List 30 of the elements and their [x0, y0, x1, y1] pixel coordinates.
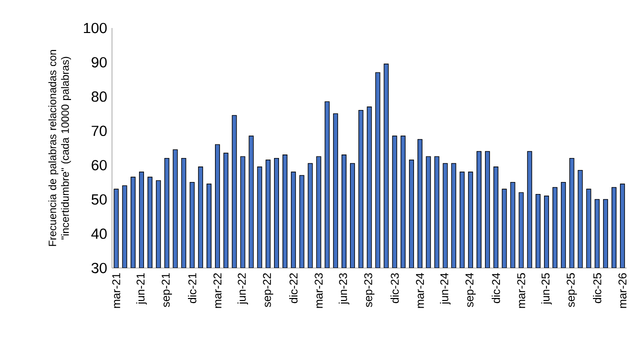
x-tick-label: mar-22: [213, 273, 222, 308]
y-tick-label: 30: [92, 262, 107, 274]
x-tick-label: mar-23: [314, 273, 323, 308]
x-tick-label: dic-23: [390, 273, 399, 304]
y-tick-label: 70: [92, 126, 107, 136]
x-tick-label: sep-21: [162, 273, 172, 308]
x-tick-label: dic-22: [289, 273, 298, 304]
y-tick-label: 100: [84, 22, 107, 34]
y-tick-label: 90: [92, 57, 107, 68]
x-tick-label: dic-21: [188, 273, 196, 304]
x-tick-label: sep-25: [566, 273, 577, 308]
x-tick-label: mar-25: [517, 273, 526, 308]
x-tick-label: dic-25: [592, 273, 602, 304]
x-tick-label: jun-22: [237, 273, 248, 304]
x-tick-label: sep-22: [262, 273, 274, 308]
x-tick-label: jun-25: [541, 273, 552, 304]
x-tick-label: mar-24: [416, 273, 424, 308]
x-tick-label: sep-23: [364, 273, 374, 308]
x-tick-label: jun-23: [338, 273, 350, 304]
y-tick-label: 40: [91, 228, 107, 239]
x-tick-label: sep-24: [465, 273, 476, 308]
x-tick-label: dic-24: [492, 273, 500, 304]
y-tick-label: 80: [92, 91, 107, 102]
x-tick-label: mar-26: [618, 273, 626, 308]
y-tick-label: 50: [92, 194, 107, 205]
x-tick-label: jun-21: [136, 273, 147, 304]
y-tick-label: 60: [92, 160, 107, 170]
x-tick-label: mar-21: [112, 273, 120, 308]
y-axis-title: Frecuencia de palabras relacionadas con "incertidumbre" (cada 10000 palabras): [48, 50, 71, 246]
x-tick-label: jun-24: [440, 273, 451, 304]
